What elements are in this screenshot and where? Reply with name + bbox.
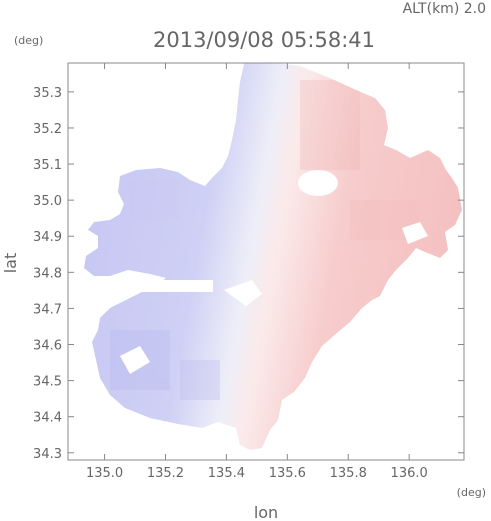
echo-gap xyxy=(120,346,150,374)
y-tick-label: 35.3 xyxy=(33,86,62,101)
echo-gap xyxy=(224,280,262,306)
y-tick-label: 34.3 xyxy=(33,447,62,462)
x-tick-label: 135.2 xyxy=(147,466,184,481)
echo-gap xyxy=(298,170,338,196)
y-tick-label: 34.8 xyxy=(33,266,62,281)
y-tick-label: 35.1 xyxy=(33,158,62,173)
y-tick-label: 34.4 xyxy=(33,411,62,426)
y-tick-label: 34.9 xyxy=(33,230,62,245)
doppler-gradient-fill xyxy=(84,63,462,450)
echo-texture xyxy=(110,80,420,400)
plot-frame xyxy=(67,62,465,461)
echo-gap xyxy=(402,222,428,244)
x-tick-label: 136.0 xyxy=(391,466,428,481)
x-axis-label: lon xyxy=(254,503,278,521)
x-tick-label: 135.4 xyxy=(208,466,245,481)
y-tick-label: 34.5 xyxy=(33,375,62,390)
x-tick-label: 135.8 xyxy=(330,466,367,481)
y-tick-label: 35.2 xyxy=(33,122,62,137)
altitude-label: ALT(km) 2.0 xyxy=(403,1,486,17)
x-axis-unit: (deg) xyxy=(457,486,486,499)
y-tick-label: 34.7 xyxy=(33,302,62,317)
x-tick-label: 135.0 xyxy=(86,466,123,481)
axis-ticks: 135.0 135.2 135.4 135.6 135.8 136.0 34.3 34.4 34… xyxy=(33,63,464,481)
y-axis-label: lat xyxy=(1,253,20,274)
y-tick-label: 34.6 xyxy=(33,339,62,354)
echo-field xyxy=(68,63,462,450)
y-axis-unit: (deg) xyxy=(14,34,43,47)
echo-gap xyxy=(68,280,213,292)
y-tick-label: 35.0 xyxy=(33,194,62,209)
timestamp-title: 2013/09/08 05:58:41 xyxy=(153,28,375,52)
x-tick-label: 135.6 xyxy=(269,466,306,481)
